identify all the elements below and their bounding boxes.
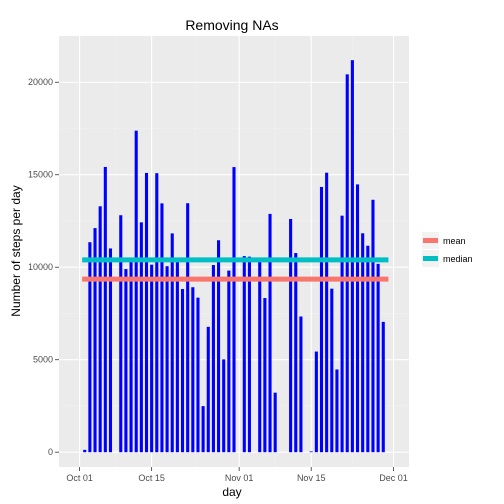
bar [248, 257, 251, 453]
bar [263, 298, 266, 452]
bar [140, 222, 143, 452]
legend-label-median: median [443, 254, 473, 264]
y-tick-label: 15000 [28, 170, 53, 180]
bar [346, 74, 349, 452]
x-tick-label: Nov 15 [297, 473, 326, 483]
bar [202, 406, 205, 452]
bar [155, 173, 158, 452]
bar [227, 271, 230, 453]
bar [341, 216, 344, 453]
bar [310, 451, 313, 452]
y-tick-label: 20000 [28, 77, 53, 87]
bar [145, 173, 148, 452]
y-tick-label: 0 [48, 447, 53, 457]
bar [232, 167, 235, 452]
bar [124, 269, 127, 452]
bar [150, 265, 153, 453]
bar [191, 287, 194, 452]
x-tick-label: Nov 01 [225, 473, 254, 483]
x-axis-title: day [222, 485, 241, 499]
bar [294, 253, 297, 452]
bar [351, 60, 354, 452]
bar [160, 203, 163, 452]
bar [361, 233, 364, 452]
bar [356, 184, 359, 452]
bar [320, 187, 323, 452]
bar [207, 327, 210, 452]
bar [299, 317, 302, 453]
bar [315, 352, 318, 453]
y-tick-label: 5000 [33, 355, 53, 365]
bar [104, 167, 107, 452]
x-tick-label: Dec 01 [379, 473, 408, 483]
bar [268, 214, 271, 452]
bar [166, 266, 169, 452]
bar [99, 206, 102, 452]
bar [222, 359, 225, 452]
bar [243, 256, 246, 452]
bar [335, 369, 338, 452]
bar [212, 265, 215, 452]
bar [289, 219, 292, 452]
bar [181, 289, 184, 452]
bar [88, 242, 91, 452]
chart-title: Removing NAs [185, 17, 278, 33]
bar [135, 131, 138, 453]
bar [171, 233, 174, 452]
bar [217, 240, 220, 452]
legend-label-mean: mean [443, 236, 466, 246]
bar [371, 200, 374, 452]
bar [330, 289, 333, 453]
bar [176, 260, 179, 452]
bar [130, 262, 133, 453]
bar [382, 322, 385, 452]
bar [186, 203, 189, 452]
x-tick-label: Oct 15 [138, 473, 165, 483]
bar [83, 450, 86, 452]
bar [274, 393, 277, 453]
x-tick-label: Oct 01 [66, 473, 93, 483]
bar [258, 259, 261, 452]
y-tick-label: 10000 [28, 262, 53, 272]
y-axis-title: Number of steps per day [9, 185, 23, 316]
bar [377, 264, 380, 452]
bar [119, 215, 122, 452]
bar [196, 298, 199, 453]
bar [325, 173, 328, 453]
